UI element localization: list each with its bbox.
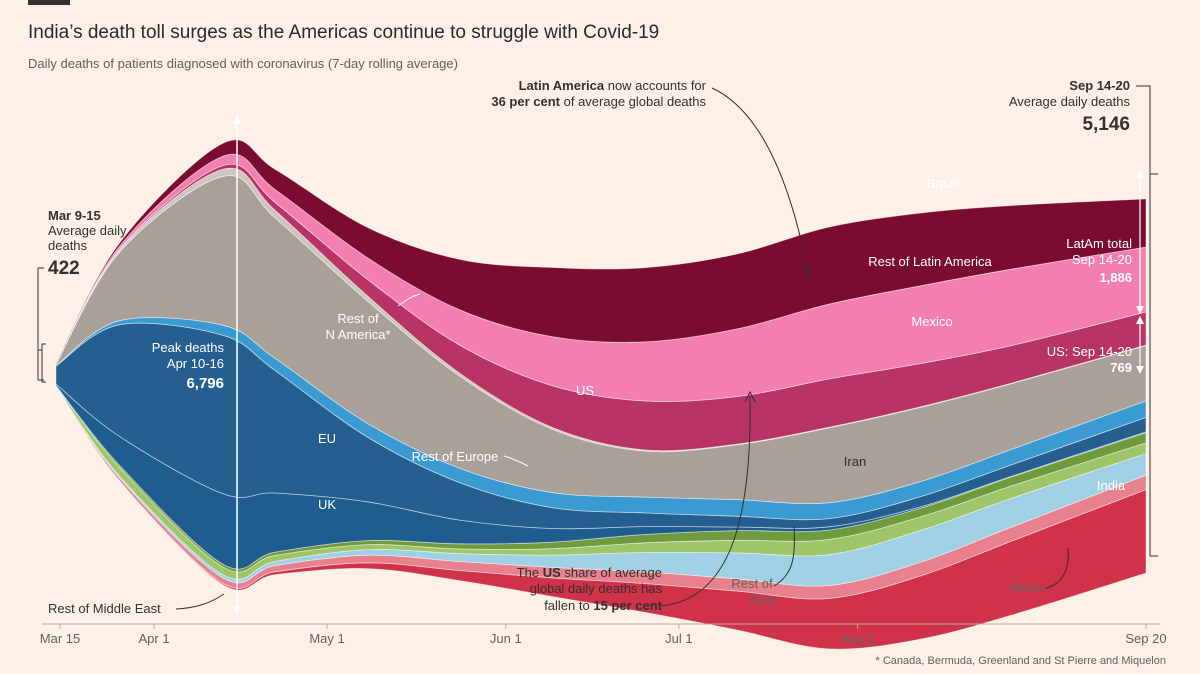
latam-total-line1: LatAm total xyxy=(1066,236,1132,251)
x-axis-tick-label: Jul 1 xyxy=(665,631,692,646)
label-rest-n-america-2: N America* xyxy=(325,327,390,342)
chart-subtitle: Daily deaths of patients diagnosed with … xyxy=(28,56,458,71)
x-axis-tick-label: Mar 15 xyxy=(40,631,80,646)
label-brazil: Brazil xyxy=(927,176,960,191)
x-axis-tick-label: Aug 1 xyxy=(841,631,875,646)
latam-note-line2: 36 per cent of average global deaths xyxy=(491,94,706,109)
label-mexico: Mexico xyxy=(911,314,952,329)
rest-asia-leader xyxy=(773,525,795,587)
x-axis: Mar 15 Apr 1 May 1 Jun 1 Jul 1 Aug 1 Sep 20 xyxy=(40,623,1167,646)
stream-layer-brazil xyxy=(55,139,1147,364)
label-rest-asia-2: Asia xyxy=(749,592,775,607)
latam-note-arrowhead xyxy=(802,264,813,278)
x-axis-tick-label: Apr 1 xyxy=(139,631,170,646)
label-rest-asia-1: Rest of xyxy=(731,576,773,591)
peak-label-line1: Peak deaths xyxy=(152,340,225,355)
label-rest-europe: Rest of Europe xyxy=(412,449,499,464)
us-note-line2: global daily deaths has xyxy=(530,581,663,596)
x-axis-tick-label: Jun 1 xyxy=(490,631,522,646)
chart-title: India’s death toll surges as the America… xyxy=(28,22,660,43)
latam-total-value: 1,886 xyxy=(1099,270,1132,285)
footnote: * Canada, Bermuda, Greenland and St Pier… xyxy=(876,655,1166,667)
latam-note-leader xyxy=(711,87,809,273)
left-total-line1: Mar 9-15 xyxy=(48,208,101,223)
peak-value: 6,796 xyxy=(186,375,224,392)
right-total-line2: Average daily deaths xyxy=(1009,94,1131,109)
label-rest-latam: Rest of Latin America xyxy=(868,254,992,269)
label-uk: UK xyxy=(318,497,336,512)
peak-arrow-up xyxy=(233,115,241,124)
rest-europe-leader xyxy=(503,455,529,467)
latam-total-line2: Sep 14-20 xyxy=(1072,252,1132,267)
label-rest-middle-east: Rest of Middle East xyxy=(48,601,161,616)
rest-n-america-leader xyxy=(397,293,421,307)
us-total-value: 769 xyxy=(1110,360,1132,375)
middle-east-leader xyxy=(175,593,225,610)
x-axis-tick-label: May 1 xyxy=(309,631,344,646)
latam-note-line1: Latin America now accounts for xyxy=(519,78,707,93)
left-total-value: 422 xyxy=(48,258,80,279)
left-total-line2: Average daily xyxy=(48,223,127,238)
stream-layers xyxy=(55,139,1147,650)
peak-label-line2: Apr 10-16 xyxy=(167,356,224,371)
label-iran: Iran xyxy=(844,454,866,469)
label-india: India xyxy=(1097,478,1126,493)
right-total-value: 5,146 xyxy=(1082,114,1130,135)
ft-top-bar xyxy=(28,0,70,5)
x-axis-tick-label: Sep 20 xyxy=(1125,631,1166,646)
peak-arrow-down xyxy=(233,606,241,615)
left-total-bracket xyxy=(37,267,44,381)
left-total-line3: deaths xyxy=(48,238,88,253)
us-note-leader xyxy=(659,395,751,607)
left-total-bracket-small xyxy=(41,343,46,383)
us-total-line1: US: Sep 14-20 xyxy=(1047,344,1132,359)
right-total-bracket xyxy=(1136,85,1158,557)
label-africa: Africa xyxy=(1009,580,1043,595)
label-rest-n-america-1: Rest of xyxy=(337,311,379,326)
label-us: US xyxy=(576,383,594,398)
us-note-line3: fallen to 15 per cent xyxy=(544,598,662,613)
us-note-arrowhead xyxy=(744,390,756,403)
right-total-line1: Sep 14-20 xyxy=(1069,78,1130,93)
africa-leader xyxy=(1045,547,1069,589)
us-note-line1: The US share of average xyxy=(517,565,662,580)
label-eu: EU xyxy=(318,431,336,446)
